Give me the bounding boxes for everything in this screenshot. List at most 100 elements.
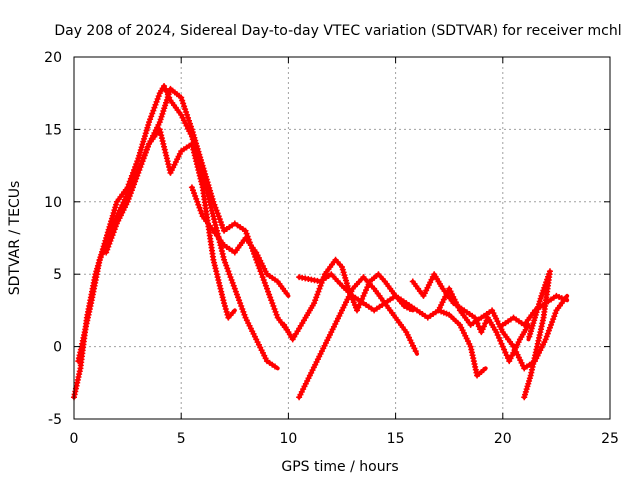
data-point (266, 291, 273, 298)
data-point (200, 165, 207, 172)
data-point (186, 120, 193, 127)
data-point (226, 271, 233, 278)
data-point (127, 190, 134, 197)
data-point (189, 187, 196, 194)
data-point (543, 333, 550, 340)
data-point (166, 88, 173, 95)
data-point (261, 279, 268, 286)
data-point (105, 243, 112, 250)
data-point (128, 187, 135, 194)
data-point (160, 108, 167, 115)
data-point (151, 104, 158, 111)
data-point (132, 164, 139, 171)
data-point (232, 288, 239, 295)
data-point (137, 164, 144, 171)
data-point (129, 184, 136, 191)
data-point (224, 265, 231, 272)
data-point (187, 123, 194, 130)
data-point (546, 324, 553, 331)
data-point (126, 193, 133, 200)
data-point (269, 300, 276, 307)
data-point (155, 93, 162, 100)
data-point (265, 288, 272, 295)
data-point (159, 110, 166, 117)
data-point (143, 146, 150, 153)
data-point (196, 204, 203, 211)
data-point (208, 193, 215, 200)
data-point (201, 168, 208, 175)
data-point (240, 308, 247, 315)
data-point (144, 143, 151, 150)
data-point (136, 152, 143, 159)
data-point (196, 151, 203, 158)
data-point (138, 161, 145, 168)
data-point (146, 119, 153, 126)
data-point (550, 316, 557, 323)
data-point (136, 149, 143, 156)
data-point (157, 116, 164, 123)
data-point (216, 216, 223, 223)
data-point (199, 162, 206, 169)
data-point (258, 271, 265, 278)
data-point (207, 187, 214, 194)
data-point (150, 107, 157, 114)
data-point (145, 121, 152, 128)
data-point (211, 201, 218, 208)
data-point (112, 204, 119, 211)
data-point (182, 106, 189, 113)
data-point (163, 96, 170, 103)
data-point (239, 305, 246, 312)
series-sat-e (281, 256, 415, 343)
data-point (134, 172, 141, 179)
data-point (198, 210, 205, 217)
data-point (213, 207, 220, 214)
data-point (210, 198, 217, 205)
data-point (147, 116, 154, 123)
data-point (227, 274, 234, 281)
data-point (270, 303, 277, 310)
data-point (191, 190, 198, 197)
data-point (214, 210, 221, 217)
data-point (542, 336, 549, 343)
data-point (107, 237, 114, 244)
data-point (156, 119, 163, 126)
data-point (143, 127, 150, 134)
x-tick-label: 5 (177, 431, 186, 447)
data-point (548, 321, 555, 328)
data-point (140, 138, 147, 145)
data-point (165, 91, 172, 98)
data-point (223, 262, 230, 269)
x-tick-label: 10 (279, 431, 297, 447)
data-point (163, 99, 170, 106)
data-point (111, 226, 118, 233)
data-point (545, 327, 552, 334)
data-point (272, 308, 279, 315)
data-point (206, 184, 213, 191)
data-point (152, 101, 159, 108)
y-tick-label: 0 (53, 340, 62, 356)
data-point (222, 305, 229, 312)
data-point (148, 113, 155, 120)
data-point (268, 297, 275, 304)
data-point (198, 159, 205, 166)
data-point (272, 363, 278, 370)
series-sat-g (296, 271, 488, 379)
data-point (480, 367, 487, 374)
data-point (236, 297, 243, 304)
data-point (217, 219, 224, 226)
data-point (194, 198, 201, 205)
data-point (314, 291, 321, 298)
data-point (106, 240, 113, 247)
data-point (225, 268, 232, 275)
data-point (191, 134, 198, 141)
data-point (178, 94, 185, 101)
data-point (257, 268, 264, 275)
data-point (154, 95, 161, 102)
chart-title: Day 208 of 2024, Sidereal Day-to-day VTE… (54, 23, 621, 39)
data-point (229, 279, 236, 286)
data-point (185, 117, 192, 124)
data-point (544, 330, 551, 337)
data-point (103, 249, 110, 256)
data-point (138, 144, 145, 151)
data-point (230, 282, 237, 289)
